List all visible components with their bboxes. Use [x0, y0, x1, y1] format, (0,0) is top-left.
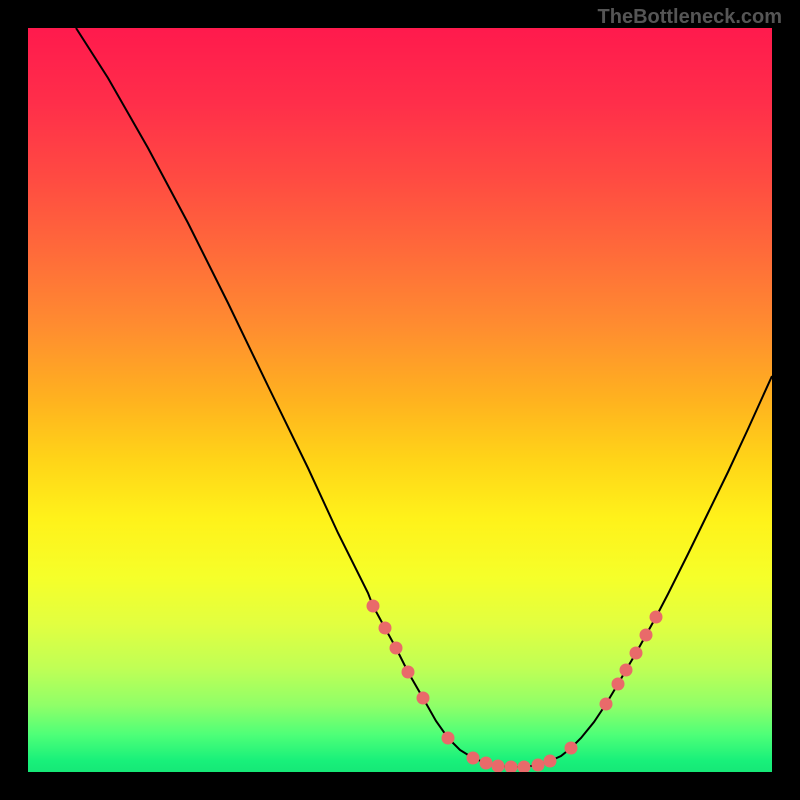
curve-layer — [28, 28, 772, 772]
curve-marker — [367, 600, 380, 613]
curve-marker — [390, 642, 403, 655]
curve-marker — [532, 759, 545, 772]
markers-group — [367, 600, 663, 773]
watermark-text: TheBottleneck.com — [598, 6, 782, 29]
curve-marker — [379, 622, 392, 635]
curve-marker — [402, 666, 415, 679]
curve-marker — [467, 752, 480, 765]
curve-marker — [612, 678, 625, 691]
plot-area — [28, 28, 772, 772]
curve-marker — [492, 760, 505, 773]
curve-marker — [630, 647, 643, 660]
curve-marker — [600, 698, 613, 711]
chart-container: TheBottleneck.com — [0, 0, 800, 800]
curve-marker — [442, 732, 455, 745]
curve-marker — [544, 755, 557, 768]
curve-marker — [565, 742, 578, 755]
curve-marker — [620, 664, 633, 677]
curve-marker — [505, 761, 518, 773]
curve-marker — [417, 692, 430, 705]
curve-marker — [480, 757, 493, 770]
curve-marker — [640, 629, 653, 642]
curve-marker — [518, 761, 531, 773]
curve-marker — [650, 611, 663, 624]
v-curve-path — [76, 28, 772, 767]
